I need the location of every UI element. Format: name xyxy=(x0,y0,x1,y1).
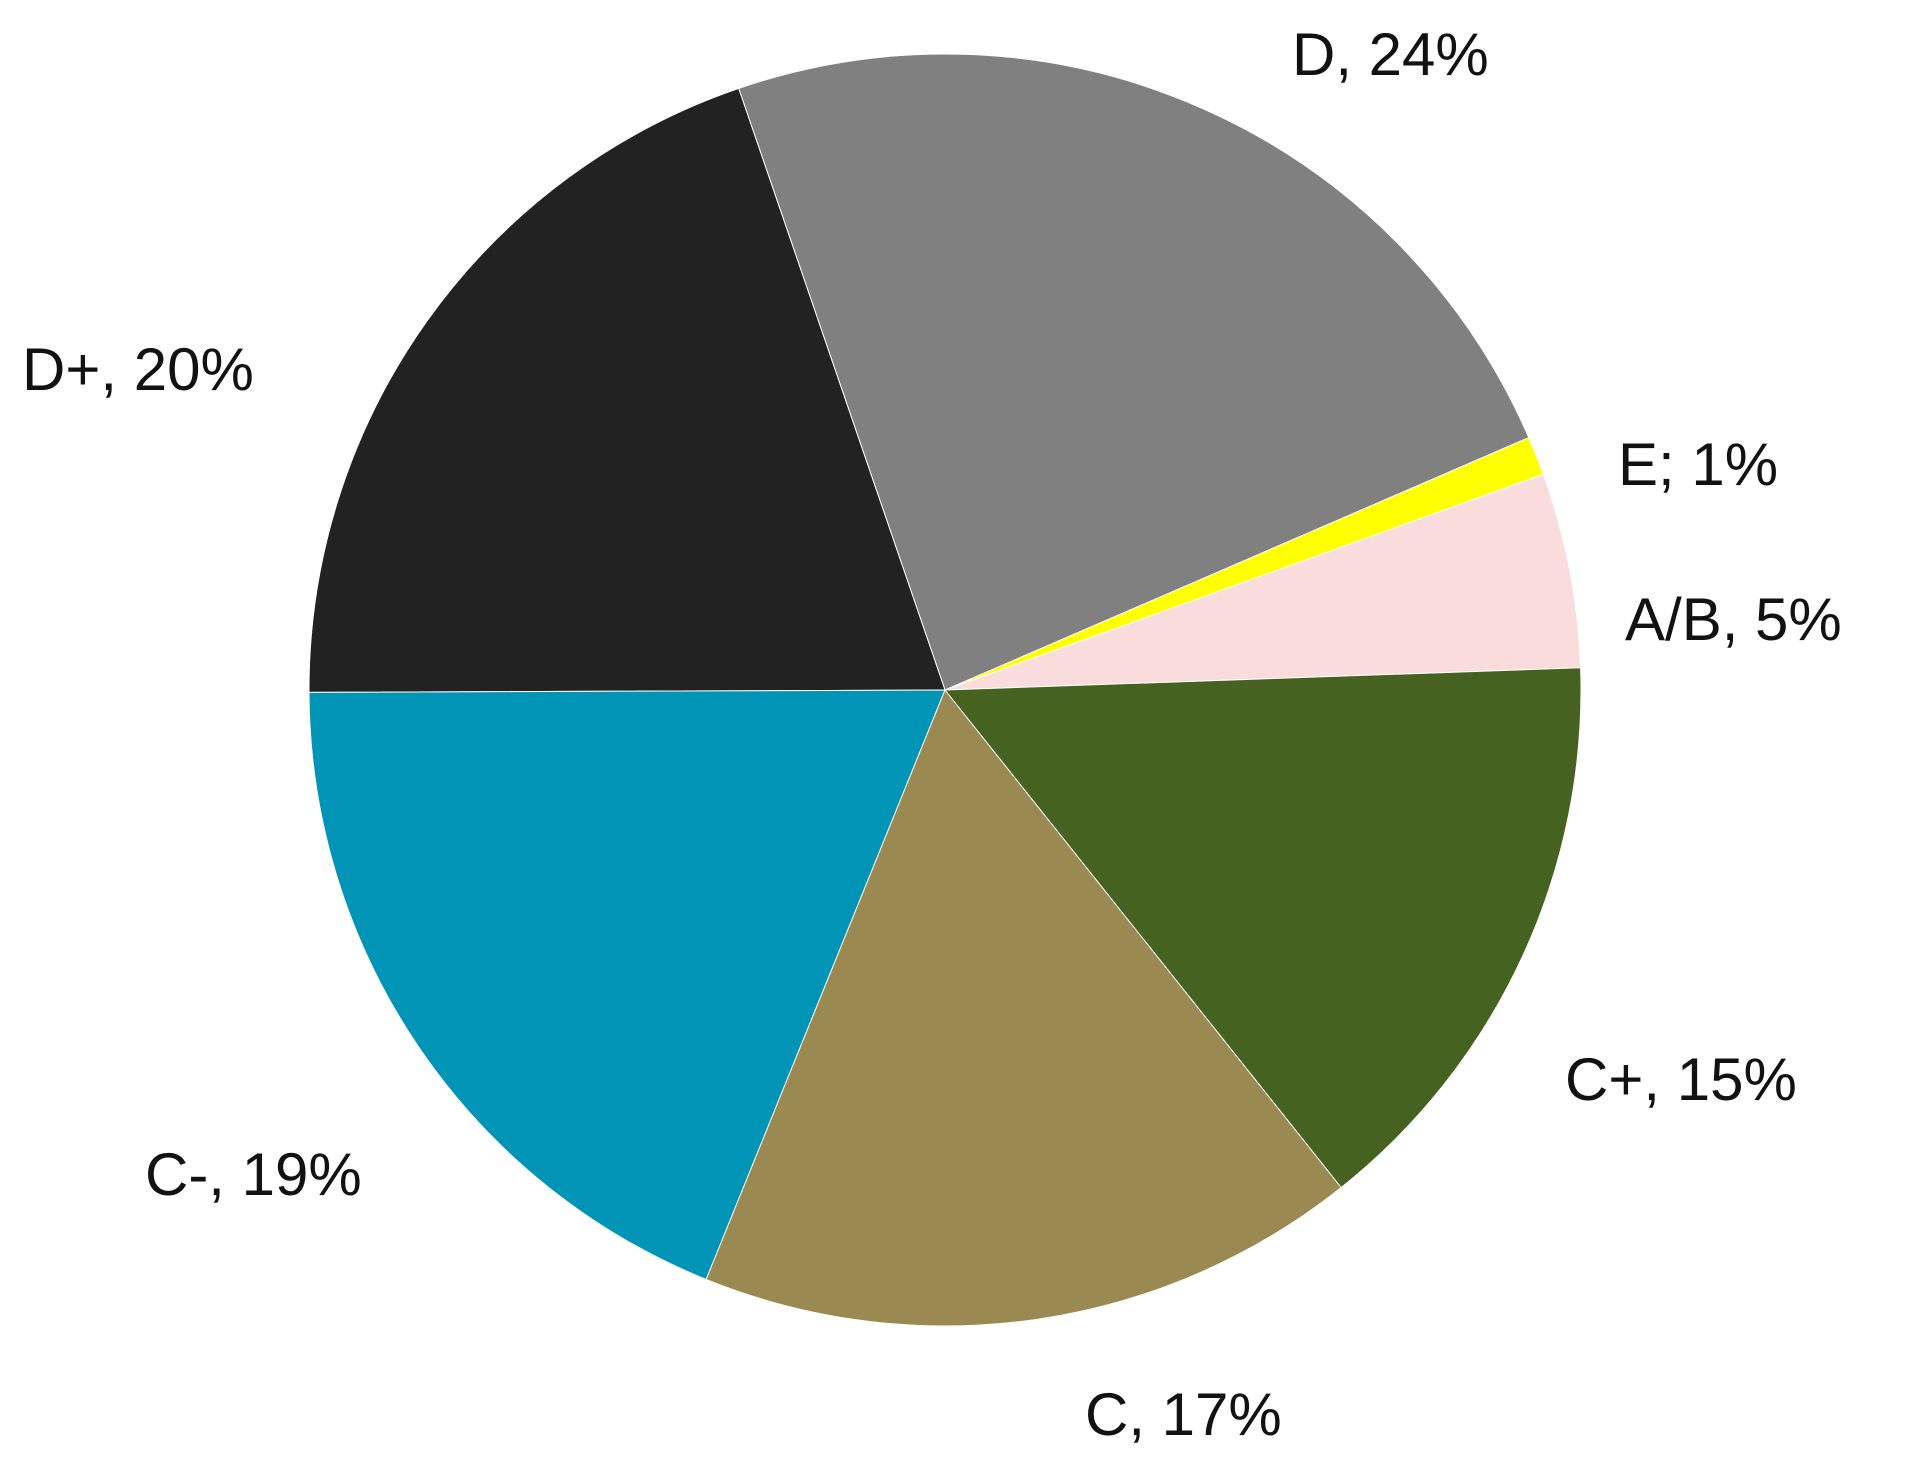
pie-slice-a-b xyxy=(944,473,1582,691)
pie-slices xyxy=(308,53,1582,1327)
pie-slice-c xyxy=(705,689,1342,1327)
pie-slice-d xyxy=(738,53,1530,691)
slice-label: C+, 15% xyxy=(1565,1046,1797,1113)
pie-slice-cminus xyxy=(308,689,946,1281)
slice-label: A/B, 5% xyxy=(1625,586,1842,653)
slice-label: C, 17% xyxy=(1085,1381,1282,1448)
pie-slice-cplus xyxy=(943,667,1582,1189)
pie-labels: A/B, 5% E; 1% D, 24% D+, 20% C-, 19% C, 17% C+… xyxy=(22,21,1842,1448)
slice-label: C-, 19% xyxy=(145,1141,362,1208)
slice-label: E; 1% xyxy=(1618,431,1778,498)
slice-label: D, 24% xyxy=(1292,21,1489,88)
pie-slice-dplus xyxy=(308,87,946,693)
slice-label: D+, 20% xyxy=(22,336,254,403)
